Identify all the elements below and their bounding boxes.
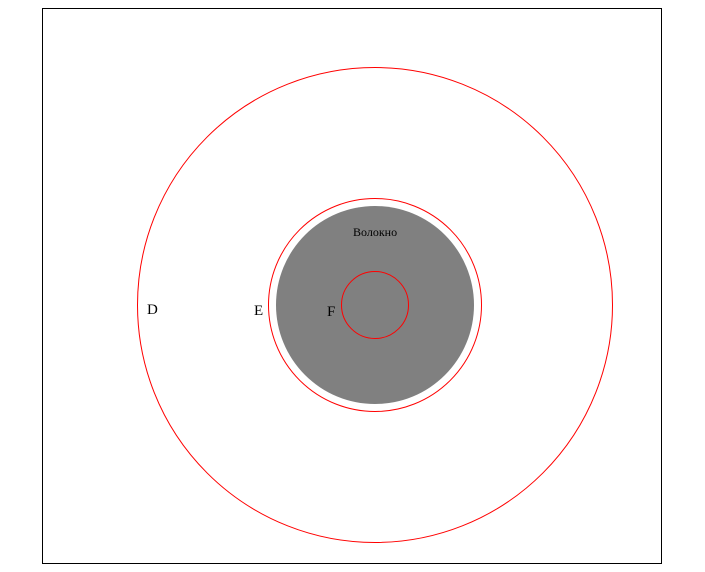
label-d: D (147, 302, 158, 319)
fiber-label: Волокно (353, 225, 397, 240)
inner-circle (341, 271, 409, 339)
label-f: F (327, 304, 335, 321)
label-e: E (254, 303, 263, 320)
